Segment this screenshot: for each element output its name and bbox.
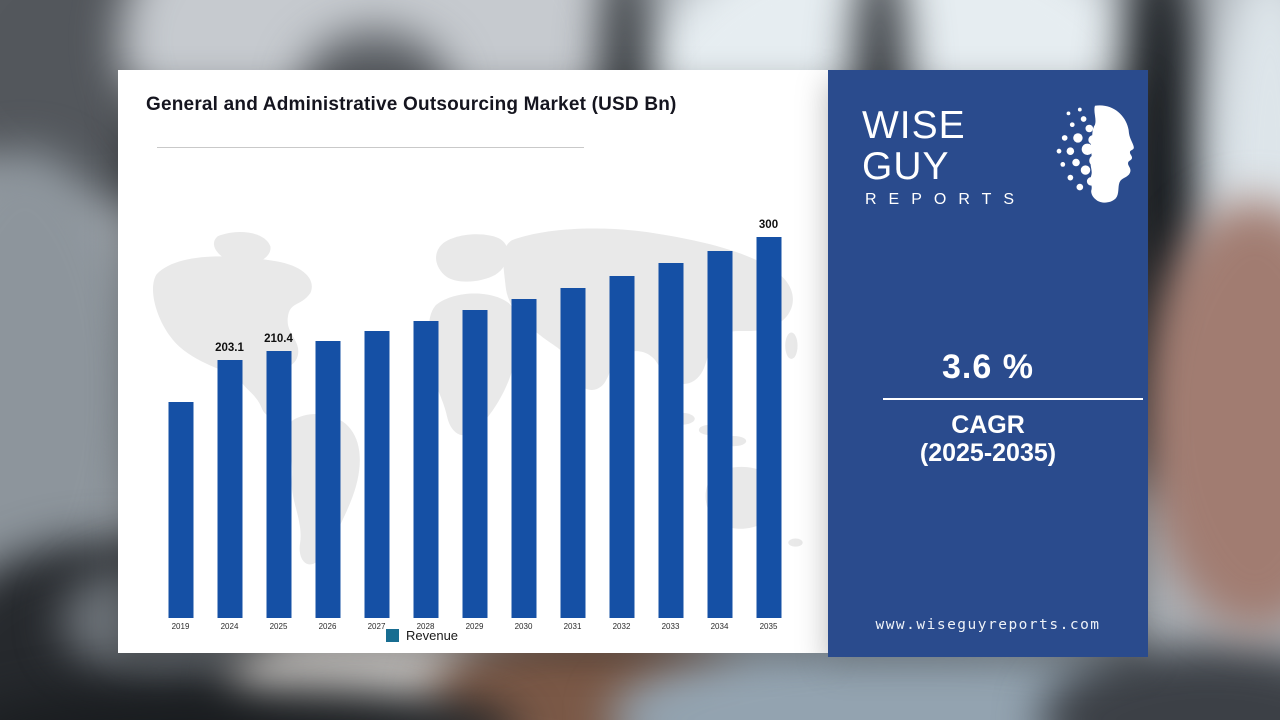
title-divider: [157, 147, 584, 148]
x-axis-tick-label: 2031: [563, 622, 582, 631]
bar-value-label: 300: [758, 219, 779, 231]
x-axis-tick-label: 2034: [710, 622, 729, 631]
bar-2030: 2030: [499, 228, 548, 631]
x-axis-tick-label: 2025: [269, 622, 288, 631]
bar-2032: 2032: [597, 228, 646, 631]
x-axis-tick-label: 2035: [759, 622, 778, 631]
x-axis-tick-label: 2029: [465, 622, 484, 631]
bar-2033: 2033: [646, 228, 695, 631]
x-axis-tick-label: 2026: [318, 622, 337, 631]
x-axis-tick-label: 2024: [220, 622, 239, 631]
bar-2035: 300 2035: [744, 219, 793, 631]
bar-value-label: 203.1: [215, 342, 244, 354]
revenue-bar: [413, 321, 438, 618]
x-axis-tick-label: 2027: [367, 622, 386, 631]
brand-panel: WISE GUY REPORTS 3.6 %: [828, 70, 1148, 657]
website-url: www.wiseguyreports.com: [875, 617, 1101, 633]
x-axis-tick-label: 2028: [416, 622, 435, 631]
cagr-value: 3.6 %: [942, 348, 1034, 386]
bar-2026: 2026: [303, 228, 352, 631]
bar-series: 2019 203.1 2024 210.4 2025 2026 2027 2028 2029 20…: [156, 219, 793, 631]
bar-value-label: 210.4: [264, 333, 293, 345]
legend-swatch: [386, 629, 399, 642]
bar-2025: 210.4 2025: [254, 228, 303, 631]
face-profile-icon: [1056, 105, 1134, 203]
revenue-bar: [364, 331, 389, 618]
cagr-label-line2: (2025-2035): [919, 439, 1057, 468]
revenue-bar: [658, 263, 683, 618]
x-axis-tick-label: 2019: [171, 622, 190, 631]
x-axis-tick-label: 2032: [612, 622, 631, 631]
cagr-label-line1: CAGR: [951, 411, 1025, 439]
legend-label: Revenue: [406, 628, 459, 643]
chart-legend: Revenue: [386, 628, 458, 643]
revenue-bar: [266, 351, 291, 618]
bar-2028: 2028: [401, 228, 450, 631]
bar-2024: 203.1 2024: [205, 228, 254, 631]
revenue-bar: [609, 276, 634, 618]
revenue-bar: [315, 341, 340, 618]
revenue-bar: [168, 402, 193, 618]
revenue-bar: [462, 310, 487, 618]
bar-2019: 2019: [156, 228, 205, 631]
revenue-bar: [707, 251, 732, 618]
logo-wordmark: WISE GUY: [862, 104, 966, 188]
bar-2034: 2034: [695, 228, 744, 631]
bar-2027: 2027: [352, 228, 401, 631]
cagr-label: CAGR (2025-2035): [828, 411, 1148, 468]
wise-guy-logo: WISE GUY REPORTS: [862, 104, 1138, 209]
revenue-bar: [756, 237, 781, 618]
logo-text: WISE GUY REPORTS: [862, 104, 1056, 209]
revenue-bar: [217, 360, 242, 618]
chart-title: General and Administrative Outsourcing M…: [146, 94, 677, 115]
logo-subtitle: REPORTS: [865, 190, 1027, 208]
bar-2031: 2031: [548, 228, 597, 631]
revenue-bar: [511, 299, 536, 618]
cagr-divider: [883, 398, 1143, 400]
report-card: General and Administrative Outsourcing M…: [118, 70, 828, 653]
revenue-bar: [560, 288, 585, 618]
bar-2029: 2029: [450, 228, 499, 631]
x-axis-tick-label: 2033: [661, 622, 680, 631]
x-axis-tick-label: 2030: [514, 622, 533, 631]
